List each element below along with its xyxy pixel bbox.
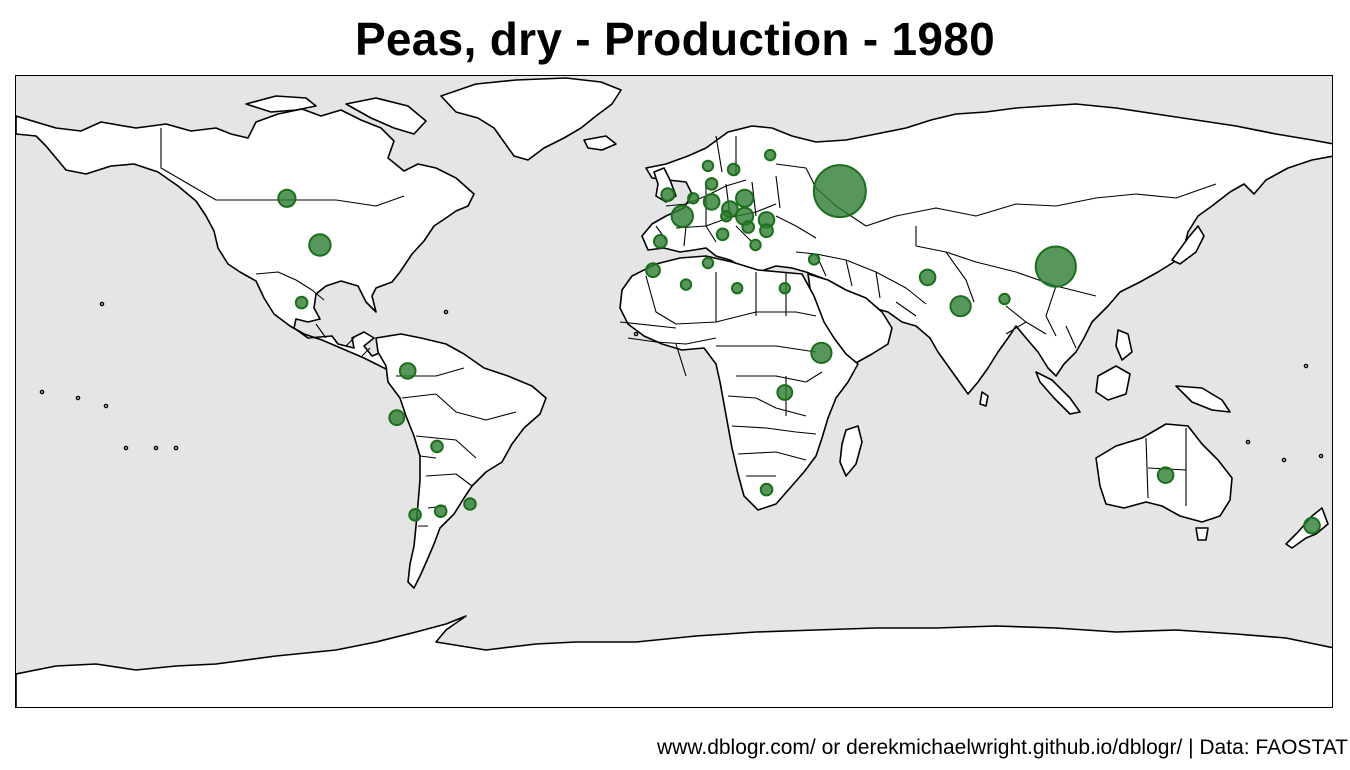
production-bubble — [463, 497, 477, 511]
production-bubble — [764, 148, 777, 162]
atlantic-island — [443, 309, 449, 315]
new-guinea-island — [1175, 385, 1231, 413]
production-bubble — [720, 210, 733, 223]
production-bubble — [294, 295, 309, 310]
production-bubble — [1034, 245, 1077, 288]
production-bubble — [810, 341, 833, 364]
pacific-island — [103, 403, 109, 409]
production-bubble — [741, 220, 756, 234]
arctic-islands — [245, 95, 317, 113]
production-bubble — [408, 508, 422, 522]
production-bubble — [702, 193, 721, 211]
production-bubble — [308, 233, 332, 257]
borneo-island — [1095, 365, 1131, 401]
world-map-panel — [15, 75, 1333, 708]
production-bubble — [807, 253, 821, 266]
north-america-landmass — [16, 108, 475, 377]
philippines-islands — [1115, 329, 1133, 361]
south-america-borders — [396, 367, 517, 527]
greenland-landmass — [440, 77, 622, 161]
production-bubble — [1156, 466, 1175, 485]
production-bubble — [776, 384, 794, 401]
production-bubble — [398, 362, 417, 380]
production-bubble — [918, 268, 937, 287]
small-islands — [39, 301, 1324, 463]
production-bubble — [731, 282, 744, 295]
production-bubble — [645, 262, 661, 279]
production-bubble — [679, 278, 693, 291]
iceland-island — [583, 135, 617, 151]
production-bubble — [726, 162, 741, 177]
production-bubbles — [277, 148, 1321, 535]
pacific-island — [1318, 453, 1324, 459]
production-bubble — [388, 409, 406, 427]
production-bubble — [735, 188, 755, 208]
land-masses — [16, 77, 1332, 707]
pacific-island — [153, 445, 159, 451]
production-bubble — [687, 192, 700, 205]
production-bubble — [660, 187, 676, 203]
pacific-island — [99, 301, 105, 307]
pacific-island — [1281, 457, 1287, 463]
production-bubble — [998, 292, 1011, 306]
production-bubble — [670, 204, 694, 229]
production-bubble — [704, 177, 719, 191]
middle-east-borders — [795, 251, 927, 317]
production-bubble — [430, 439, 444, 454]
central-america-borders — [315, 323, 371, 357]
map-title: Peas, dry - Production - 1980 — [354, 13, 996, 65]
production-bubble — [433, 504, 448, 519]
production-bubble — [812, 164, 867, 219]
production-bubble — [701, 159, 715, 173]
production-bubble — [949, 295, 972, 318]
pacific-island — [173, 445, 179, 451]
antarctica-landmass — [16, 615, 1332, 707]
production-bubble — [759, 482, 774, 497]
pacific-island — [1303, 363, 1309, 369]
pacific-island — [39, 389, 45, 395]
south-america-landmass — [375, 333, 547, 589]
us-canada-border — [160, 128, 405, 207]
sri-lanka-island — [979, 391, 989, 407]
sumatra-island — [1035, 371, 1081, 415]
atlantic-island — [633, 331, 639, 337]
production-bubble — [778, 282, 791, 295]
us-mexico-border — [255, 271, 325, 301]
baffin-island — [345, 97, 427, 135]
production-bubble — [653, 234, 668, 249]
production-bubble — [759, 223, 774, 239]
pacific-island — [123, 445, 129, 451]
pacific-island — [1245, 439, 1251, 445]
pacific-island — [75, 395, 81, 401]
japan-islands — [1171, 225, 1205, 265]
production-bubble — [749, 238, 762, 252]
production-bubble — [701, 256, 715, 270]
africa-landmass — [619, 255, 859, 511]
source-caption: www.dblogr.com/ or derekmichaelwright.gi… — [657, 736, 1348, 759]
asia-borders — [915, 226, 1097, 349]
tasmania-island — [1195, 527, 1209, 541]
world-map — [16, 77, 1332, 707]
production-bubble — [1303, 516, 1321, 535]
production-bubble — [277, 188, 297, 208]
eurasia-landmass — [641, 103, 1332, 395]
production-bubble — [715, 227, 730, 242]
madagascar-island — [839, 425, 863, 477]
